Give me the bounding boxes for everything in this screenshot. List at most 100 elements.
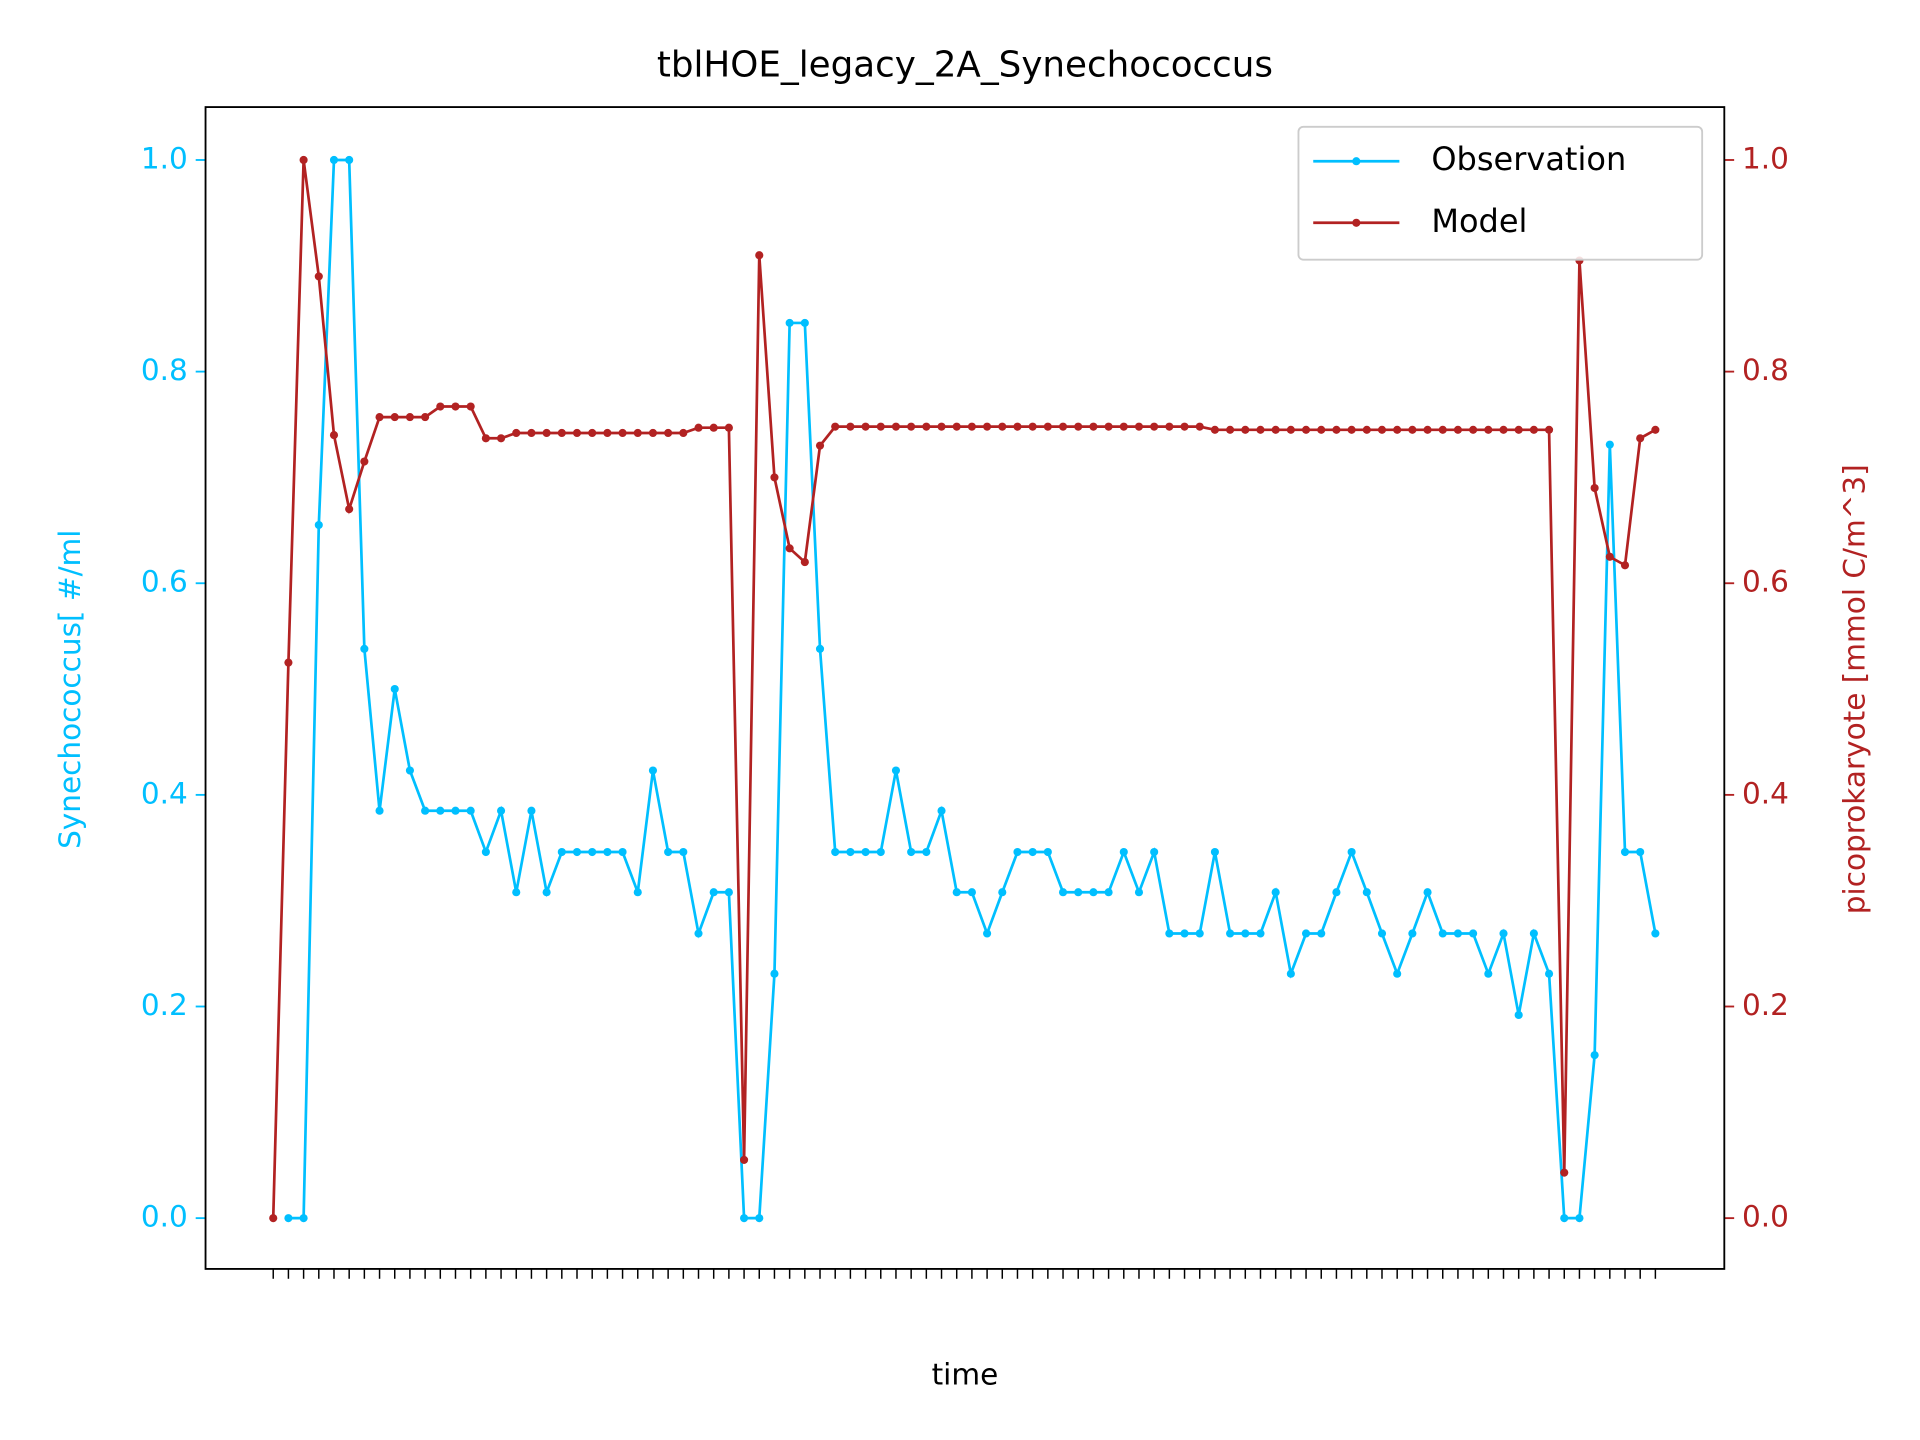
data-point — [1043, 422, 1052, 431]
data-point — [1453, 929, 1462, 938]
data-point — [800, 558, 809, 567]
data-point — [481, 434, 490, 443]
data-point — [527, 428, 536, 438]
data-point — [1195, 929, 1204, 938]
plot-frame — [204, 106, 1726, 1270]
data-point — [1089, 422, 1098, 431]
data-point — [952, 422, 961, 431]
data-point — [360, 457, 369, 466]
data-point — [724, 423, 733, 432]
data-point — [1301, 425, 1311, 434]
data-point — [1043, 847, 1052, 857]
data-point — [724, 888, 733, 897]
y-tick-label: 0.6 — [1742, 565, 1789, 599]
data-point — [785, 544, 794, 553]
data-point — [1210, 847, 1219, 857]
data-point — [922, 422, 931, 431]
data-point — [937, 806, 946, 815]
data-point — [1590, 1051, 1599, 1060]
data-point — [1241, 929, 1250, 938]
data-point — [1058, 422, 1068, 431]
data-point — [648, 766, 658, 775]
data-point — [299, 1214, 308, 1223]
data-point — [603, 428, 612, 438]
data-point — [694, 423, 703, 432]
data-point — [618, 428, 627, 438]
data-point — [1362, 888, 1371, 897]
data-point — [1453, 425, 1462, 434]
legend-label: Observation — [1431, 140, 1626, 178]
data-point — [1150, 847, 1159, 857]
data-point — [967, 422, 976, 431]
data-point — [1499, 929, 1508, 938]
data-point — [1438, 929, 1447, 938]
data-point — [740, 1155, 749, 1164]
data-point — [770, 969, 779, 978]
data-point — [496, 806, 506, 815]
data-point — [1028, 847, 1037, 857]
data-point — [1620, 561, 1630, 570]
data-point — [436, 402, 445, 411]
data-point — [1104, 888, 1113, 897]
data-point — [1286, 969, 1295, 978]
data-point — [664, 847, 673, 857]
data-point — [481, 847, 490, 857]
legend-marker — [1352, 218, 1361, 227]
data-point — [329, 155, 339, 165]
data-point — [390, 413, 399, 422]
data-point — [557, 428, 566, 438]
data-point — [1271, 425, 1280, 434]
data-point — [1089, 888, 1098, 897]
data-point — [1256, 929, 1265, 938]
data-point — [1651, 929, 1660, 938]
data-point — [633, 888, 642, 897]
data-point — [876, 847, 885, 857]
data-point — [572, 847, 582, 857]
data-point — [557, 847, 566, 857]
data-point — [861, 847, 870, 857]
data-point — [1347, 847, 1356, 857]
legend-label: Model — [1431, 202, 1527, 240]
data-point — [831, 847, 840, 857]
data-point — [1058, 888, 1068, 897]
data-point — [846, 422, 855, 431]
data-point — [1408, 425, 1417, 434]
legend-marker — [1352, 157, 1361, 166]
data-point — [1362, 425, 1371, 434]
data-point — [861, 422, 870, 431]
data-point — [421, 806, 430, 815]
data-point — [1499, 425, 1508, 434]
data-point — [1469, 425, 1478, 434]
data-point — [937, 422, 946, 431]
data-point — [1636, 434, 1645, 443]
data-point — [740, 1214, 749, 1223]
data-point — [815, 644, 825, 653]
data-point — [709, 888, 718, 897]
data-point — [375, 413, 384, 422]
y-tick-label: 1.0 — [1742, 141, 1789, 175]
data-point — [1134, 888, 1144, 897]
y-tick-label: 0.6 — [141, 565, 188, 599]
y-tick-label: 0.2 — [1742, 988, 1789, 1022]
data-point — [284, 658, 293, 667]
data-point — [572, 428, 582, 438]
data-point — [1150, 422, 1159, 431]
data-point — [1560, 1168, 1569, 1177]
data-point — [329, 431, 339, 440]
data-point — [299, 155, 308, 165]
data-point — [679, 847, 688, 857]
data-point — [1286, 425, 1295, 434]
data-point — [1545, 969, 1554, 978]
data-point — [1514, 1010, 1523, 1020]
data-point — [709, 423, 718, 432]
data-point — [967, 888, 976, 897]
data-point — [891, 422, 901, 431]
data-point — [405, 766, 414, 775]
y-tick-label: 0.0 — [141, 1200, 188, 1234]
data-point — [1195, 422, 1204, 431]
data-point — [1180, 422, 1189, 431]
data-point — [1393, 969, 1402, 978]
data-point — [1529, 425, 1538, 434]
data-point — [1620, 847, 1630, 857]
